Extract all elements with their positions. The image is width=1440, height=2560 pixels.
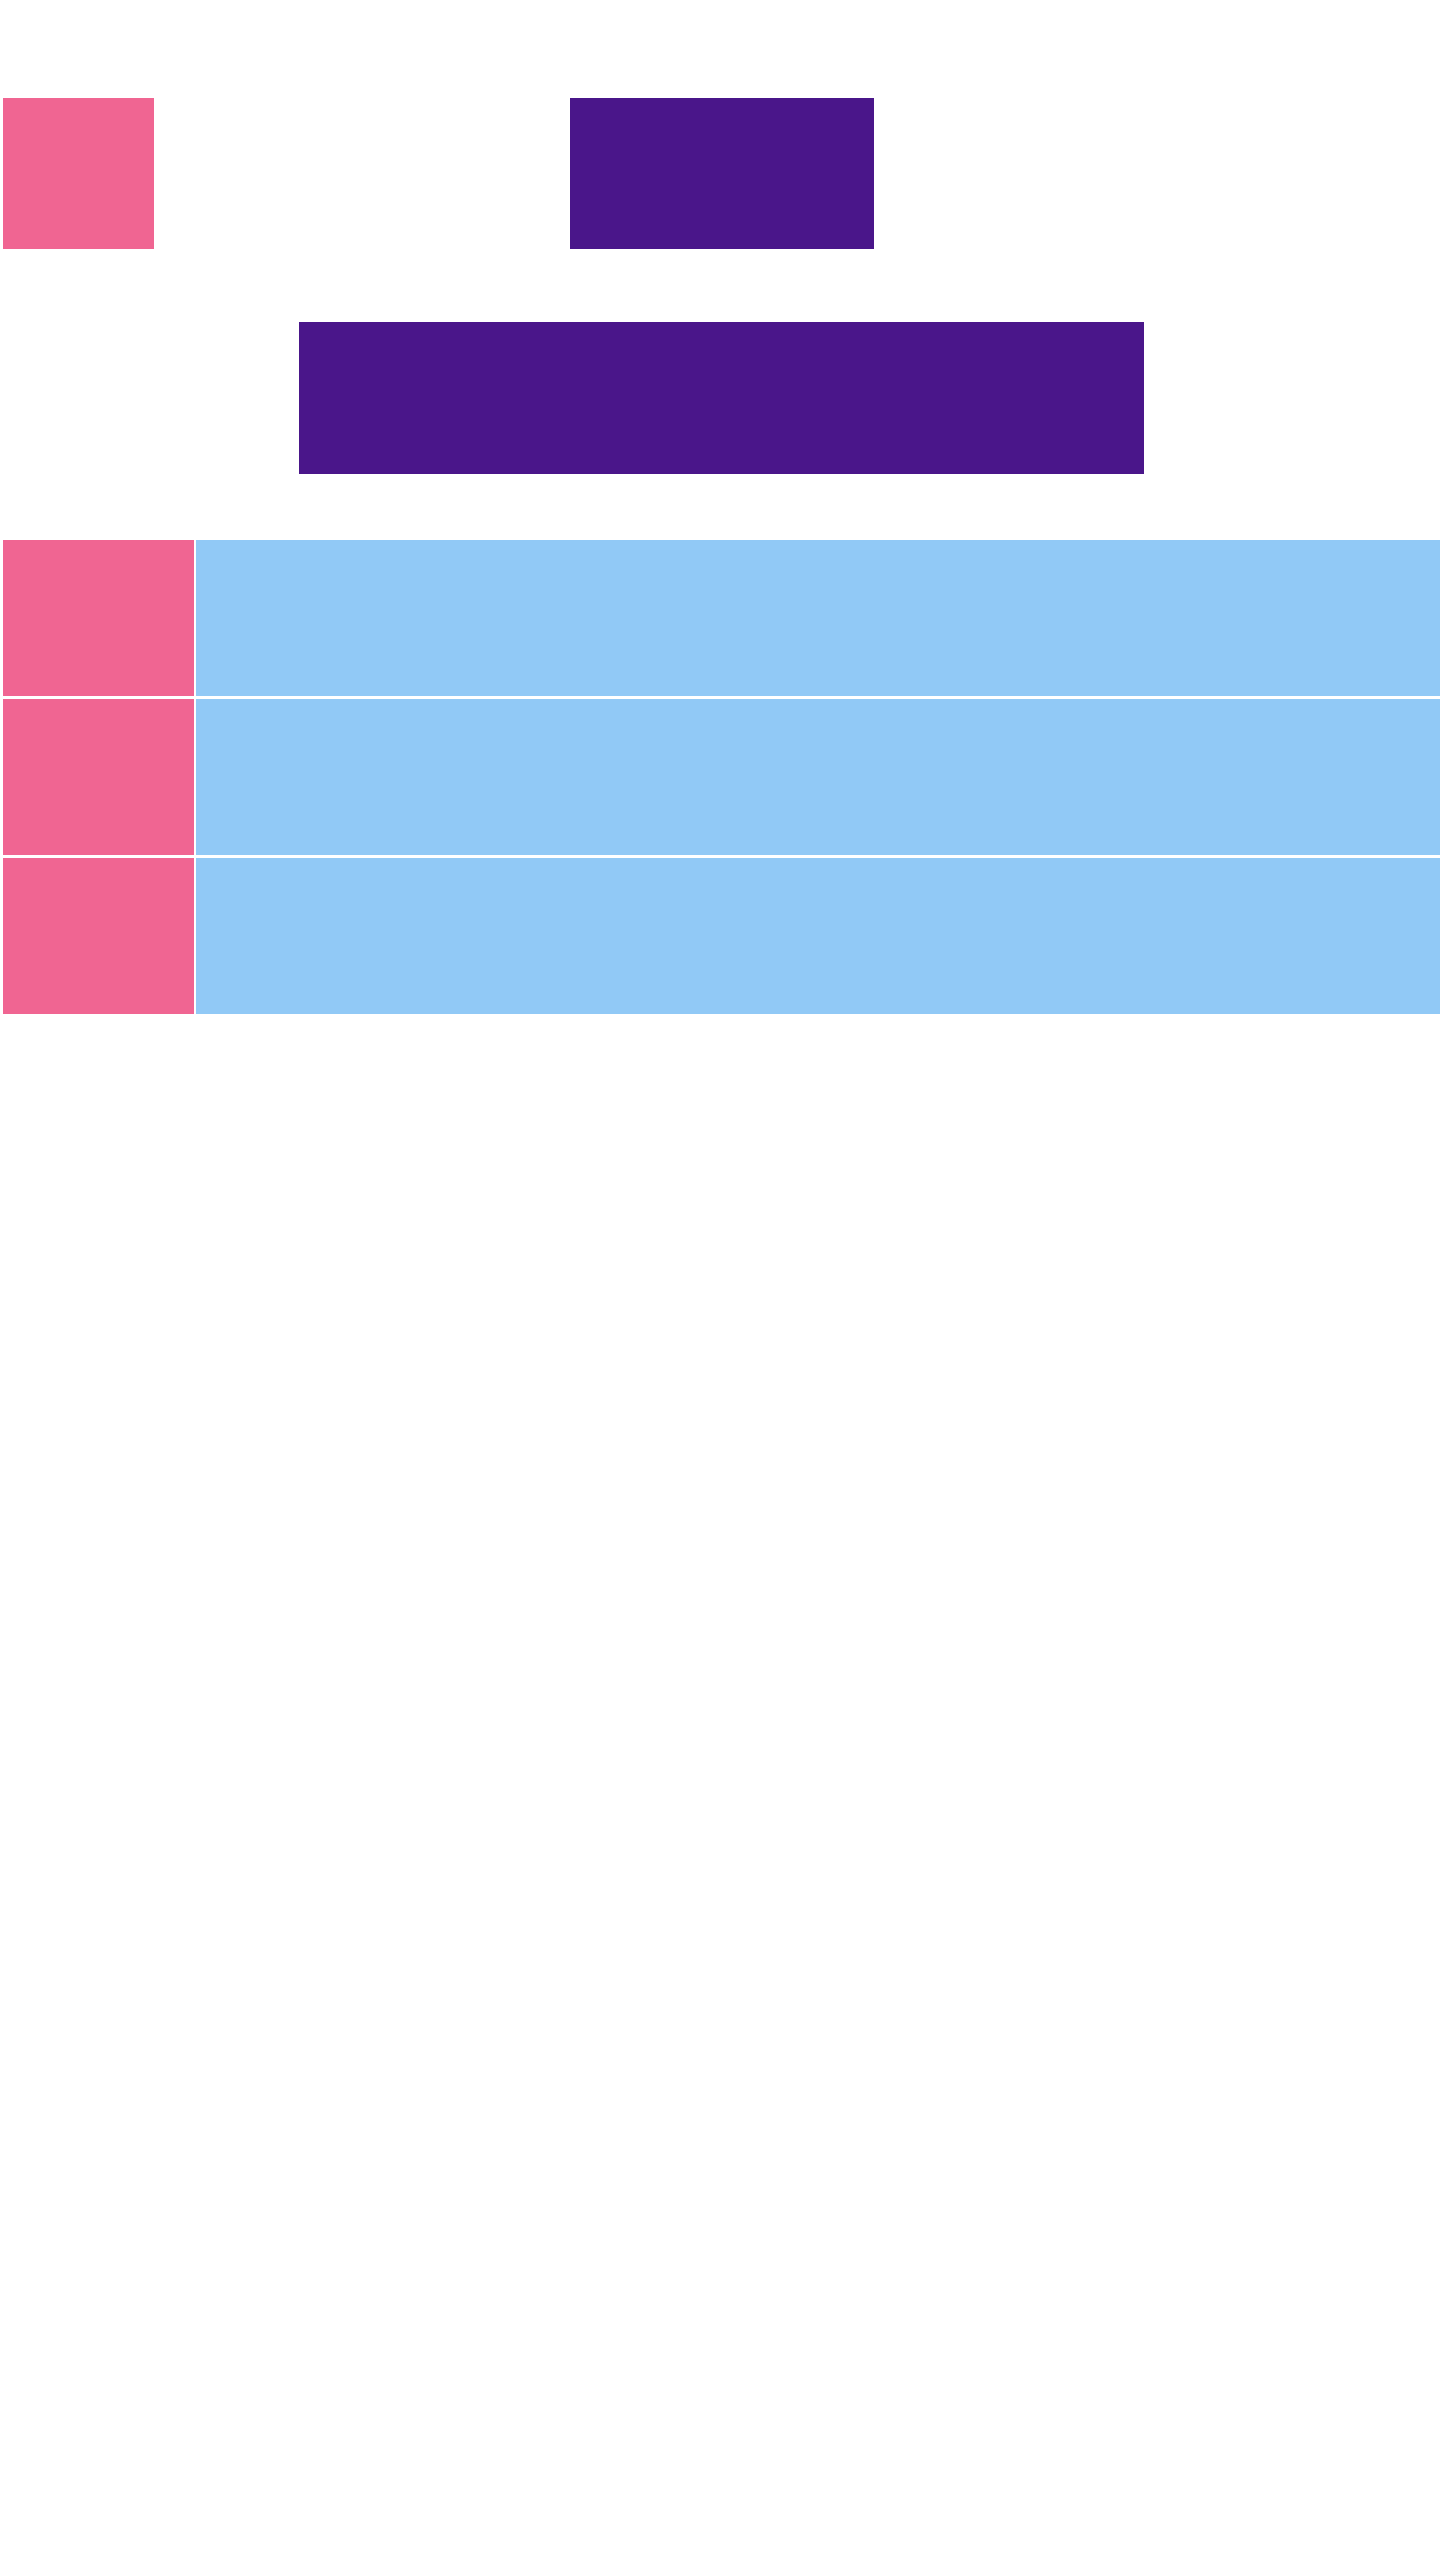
list-item[interactable] <box>3 540 1440 696</box>
header-left-tile <box>3 98 154 249</box>
header-center-tile <box>570 98 874 249</box>
list-item-thumbnail <box>3 858 194 1014</box>
list-item-body <box>196 858 1440 1014</box>
list-item-body <box>196 540 1440 696</box>
content-list <box>3 540 1440 1014</box>
list-item[interactable] <box>3 699 1440 855</box>
list-item-body <box>196 699 1440 855</box>
list-item-thumbnail <box>3 699 194 855</box>
banner-block <box>299 322 1144 474</box>
list-item[interactable] <box>3 858 1440 1014</box>
list-item-thumbnail <box>3 540 194 696</box>
